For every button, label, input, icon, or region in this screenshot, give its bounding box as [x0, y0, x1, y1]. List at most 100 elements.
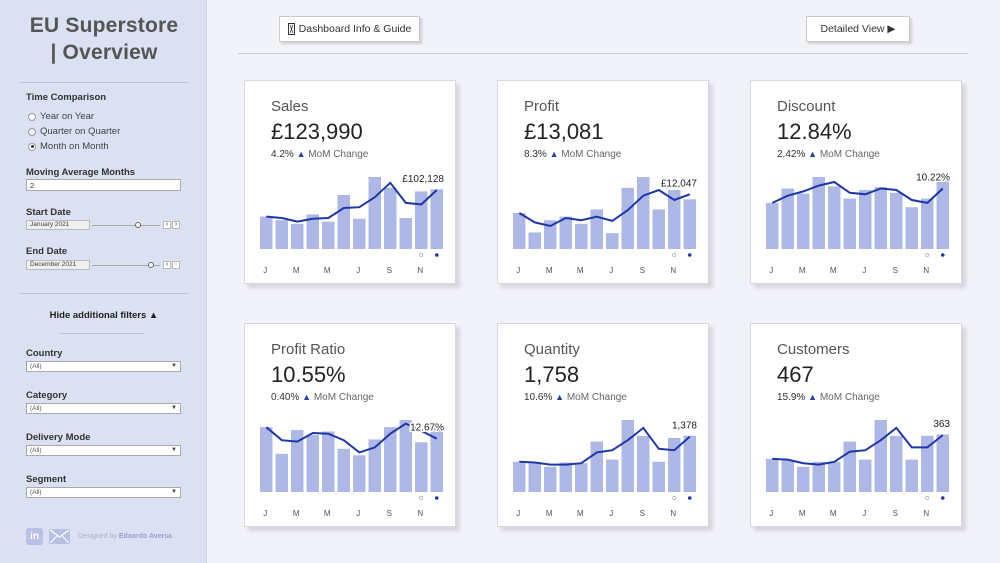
chart-bar[interactable] — [781, 460, 795, 492]
chart-bar[interactable] — [668, 438, 681, 492]
chart-bar[interactable] — [575, 463, 588, 492]
chart-bar[interactable] — [828, 186, 841, 249]
chart-bar[interactable] — [621, 187, 635, 249]
chart-bar[interactable] — [337, 448, 351, 492]
start-date-next-button[interactable]: › — [172, 221, 180, 229]
chart-bar[interactable] — [890, 192, 903, 249]
chart-bar[interactable] — [306, 214, 320, 249]
chart-bar[interactable] — [874, 187, 888, 249]
chart-bar[interactable] — [936, 434, 950, 492]
end-date-field[interactable]: December 2021 — [26, 260, 90, 270]
chart-bar[interactable] — [384, 427, 397, 492]
chart-bar[interactable] — [384, 187, 397, 249]
chart-bar[interactable] — [415, 442, 428, 492]
chart-bar[interactable] — [291, 223, 304, 249]
chart-bar[interactable] — [637, 435, 650, 492]
chart-bar[interactable] — [544, 466, 557, 492]
chart-bar[interactable] — [544, 220, 557, 249]
start-date-slider-track[interactable] — [92, 225, 160, 226]
chart-bar[interactable] — [606, 459, 619, 492]
chart-bar[interactable] — [275, 220, 289, 249]
chart-bar[interactable] — [843, 198, 857, 249]
chart-bar[interactable] — [575, 223, 588, 249]
end-date-next-button[interactable]: › — [172, 261, 180, 269]
chart-bar[interactable] — [260, 427, 273, 492]
chart-bar[interactable] — [668, 189, 681, 249]
chart-bar[interactable] — [399, 420, 413, 492]
chart-bar[interactable] — [781, 188, 795, 249]
kpi-card-sales[interactable]: Sales £123,990 4.2% ▲ MoM Change £102,128 J M… — [244, 80, 456, 284]
chart-bar[interactable] — [528, 463, 542, 492]
end-date-prev-button[interactable]: ‹ — [163, 261, 171, 269]
chart-bar[interactable] — [306, 435, 320, 492]
chart-bar[interactable] — [513, 213, 526, 249]
chart-bar[interactable] — [415, 191, 428, 249]
chart-bar[interactable] — [766, 458, 779, 492]
chart-bar[interactable] — [621, 420, 635, 492]
kpi-card-profit-ratio[interactable]: Profit Ratio 10.55% 0.40% ▲ MoM Change 12.6… — [244, 323, 456, 527]
chart-bar[interactable] — [430, 427, 444, 492]
chart-bar[interactable] — [275, 453, 289, 492]
chart-bar[interactable] — [322, 221, 335, 249]
chart-bar[interactable] — [559, 462, 573, 492]
chart-bar[interactable] — [322, 431, 335, 492]
dashboard-info-button[interactable]: Dashboard Info & Guide — [279, 16, 420, 42]
chart-bar[interactable] — [590, 441, 604, 492]
kpi-card-quantity[interactable]: Quantity 1,758 10.6% ▲ MoM Change 1,378 J M M J… — [497, 323, 709, 527]
chart-bar[interactable] — [890, 435, 903, 492]
chart-bar[interactable] — [859, 189, 872, 249]
start-date-prev-button[interactable]: ‹ — [163, 221, 171, 229]
start-date-slider-thumb[interactable] — [135, 222, 141, 228]
chart-bar[interactable] — [528, 232, 542, 249]
radio-year-on-year[interactable]: Year on Year — [28, 111, 94, 122]
chart-bar[interactable] — [430, 189, 444, 249]
chart-bar[interactable] — [368, 177, 382, 249]
chart-bar[interactable] — [606, 233, 619, 249]
chart-bar[interactable] — [637, 177, 650, 249]
chart-bar[interactable] — [797, 466, 810, 492]
linkedin-icon[interactable]: in — [26, 528, 43, 545]
chart-bar[interactable] — [337, 195, 351, 249]
end-date-slider-thumb[interactable] — [148, 262, 154, 268]
kpi-card-discount[interactable]: Discount 12.84% 2.42% ▲ MoM Change 10.22% J M… — [750, 80, 962, 284]
chart-bar[interactable] — [905, 459, 919, 492]
chart-bar[interactable] — [652, 209, 666, 249]
chart-bar[interactable] — [812, 177, 826, 249]
segment-filter-select[interactable]: (All) ▼ — [26, 487, 181, 498]
radio-quarter-on-quarter[interactable]: Quarter on Quarter — [28, 126, 120, 137]
chart-bar[interactable] — [590, 209, 604, 249]
chart-bar[interactable] — [905, 207, 919, 249]
category-filter-select[interactable]: (All) ▼ — [26, 403, 181, 414]
chart-bar[interactable] — [859, 459, 872, 492]
country-filter-select[interactable]: (All) ▼ — [26, 361, 181, 372]
detailed-view-button[interactable]: Detailed View ▶ — [806, 16, 910, 42]
chart-bar[interactable] — [766, 202, 779, 249]
chart-bar[interactable] — [921, 198, 934, 249]
chart-bar[interactable] — [921, 435, 934, 492]
chart-bar[interactable] — [843, 441, 857, 492]
chart-bar[interactable] — [683, 435, 697, 492]
chart-bar[interactable] — [399, 218, 413, 249]
moving-average-input[interactable] — [26, 179, 181, 191]
chart-bar[interactable] — [353, 218, 366, 249]
kpi-card-customers[interactable]: Customers 467 15.9% ▲ MoM Change 363 J M M J S N — [750, 323, 962, 527]
chart-bar[interactable] — [559, 216, 573, 249]
chart-bar[interactable] — [368, 439, 382, 492]
kpi-card-profit[interactable]: Profit £13,081 8.3% ▲ MoM Change £12,047 J M M… — [497, 80, 709, 284]
chart-bar[interactable] — [936, 177, 950, 249]
chart-bar[interactable] — [812, 461, 826, 492]
chart-bar[interactable] — [652, 461, 666, 492]
chart-bar[interactable] — [828, 461, 841, 492]
chart-bar[interactable] — [260, 216, 273, 249]
chart-bar[interactable] — [353, 455, 366, 492]
chart-bar[interactable] — [797, 193, 810, 249]
start-date-field[interactable]: January 2021 — [26, 220, 90, 230]
chart-bar[interactable] — [291, 430, 304, 492]
hide-filters-toggle[interactable]: Hide additional filters ▲ — [49, 310, 159, 321]
chart-bar[interactable] — [513, 461, 526, 492]
end-date-slider-track[interactable] — [92, 265, 160, 266]
delivery-mode-filter-select[interactable]: (All) ▼ — [26, 445, 181, 456]
radio-month-on-month[interactable]: Month on Month — [28, 141, 109, 152]
chart-bar[interactable] — [874, 420, 888, 492]
mail-icon[interactable] — [49, 529, 70, 544]
